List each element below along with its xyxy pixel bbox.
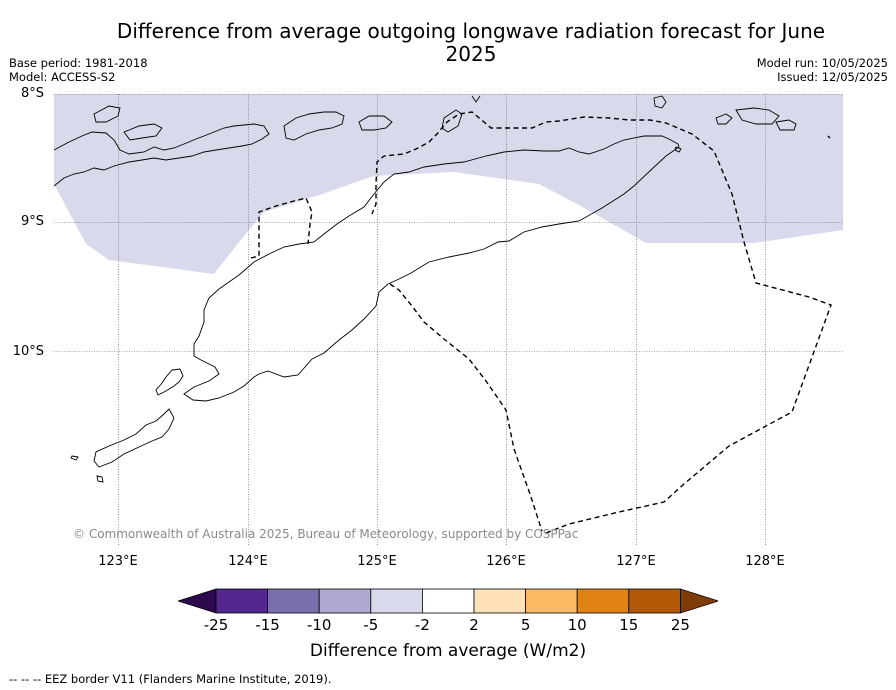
atauro-island-outline xyxy=(471,95,481,103)
colorbar-cell xyxy=(215,588,268,614)
colorbar-tick-label: 5 xyxy=(520,616,531,634)
colorbar-tick-label: -2 xyxy=(414,616,430,634)
colorbar-cell xyxy=(318,588,372,614)
colorbar-cell xyxy=(267,588,320,614)
eez-border-southwest xyxy=(389,283,543,532)
colorbar-cell xyxy=(628,588,681,614)
colorbar-tick-label: -5 xyxy=(363,616,379,634)
colorbar-cell xyxy=(421,588,475,614)
meta-right: Model run: 10/05/2025 Issued: 12/05/2025 xyxy=(757,56,888,84)
colorbar-tick-label: 25 xyxy=(670,616,690,634)
issued-date: Issued: 12/05/2025 xyxy=(777,70,888,84)
colorbar-cell xyxy=(576,588,630,614)
colorbar-arrow-high xyxy=(679,588,718,614)
gridlines xyxy=(54,94,843,545)
lat-label-10s: 10°S xyxy=(12,344,44,359)
colorbar-cell xyxy=(473,588,526,614)
timor-island-outline xyxy=(183,135,680,402)
eez-border-oecusse xyxy=(250,197,313,259)
leti-island-outline xyxy=(715,113,733,125)
lon-label-128e: 128°E xyxy=(745,554,785,569)
lat-label-9s: 9°S xyxy=(20,214,44,229)
lat-label-8s: 8°S xyxy=(20,86,44,101)
lon-label-124e: 124°E xyxy=(228,554,268,569)
model-name: Model: ACCESS-S2 xyxy=(9,70,116,84)
jaco-islet-outline xyxy=(674,146,682,153)
colorbar-tick-label: -10 xyxy=(306,616,332,634)
lon-label-123e: 123°E xyxy=(98,554,138,569)
lakor-island-outline xyxy=(775,119,797,131)
lembata-island-outline xyxy=(283,111,345,141)
model-run: Model run: 10/05/2025 xyxy=(756,56,888,70)
map-panel xyxy=(54,94,843,545)
adonara-island-outline xyxy=(123,123,163,141)
colorbar-tick-label: -25 xyxy=(203,616,229,634)
ndana-islet-outline xyxy=(70,455,79,461)
eez-border xyxy=(250,111,832,534)
lon-label-125e: 125°E xyxy=(357,554,397,569)
colorbar-cell xyxy=(525,588,578,614)
lon-label-127e: 127°E xyxy=(616,554,656,569)
sawu-islet-outline xyxy=(96,475,104,483)
base-period: Base period: 1981-2018 xyxy=(9,56,148,70)
colorbar-arrow-low xyxy=(178,588,217,614)
alor-island-outline xyxy=(358,115,393,131)
coastlines xyxy=(54,95,797,483)
moa-island-outline xyxy=(735,107,780,125)
colorbar-tick-label: 10 xyxy=(567,616,587,634)
anomaly-shaded-region xyxy=(54,94,843,274)
solor-island-outline xyxy=(93,105,121,123)
colorbar-tick-label: 15 xyxy=(619,616,639,634)
semau-islet-outline xyxy=(155,368,184,396)
colorbar-tick-label: 2 xyxy=(469,616,479,634)
lon-label-126e: 126°E xyxy=(486,554,526,569)
rote-island-outline xyxy=(93,408,175,468)
map-title: Difference from average outgoing longwav… xyxy=(116,19,826,66)
colorbar-cell xyxy=(370,588,423,614)
eez-footnote: -- -- -- EEZ border V11 (Flanders Marine… xyxy=(9,672,332,686)
eez-border-timor-leste xyxy=(371,111,832,534)
colorbar-title: Difference from average (W/m2) xyxy=(309,641,587,661)
colorbar xyxy=(178,588,718,614)
colorbar-tick-label: -15 xyxy=(255,616,280,634)
kisar-island-outline xyxy=(653,95,667,109)
meta-left: Base period: 1981-2018 Model: ACCESS-S2 xyxy=(9,56,148,84)
flores-coast-outline xyxy=(54,123,270,187)
copyright-notice: © Commonwealth of Australia 2025, Bureau… xyxy=(73,527,579,541)
